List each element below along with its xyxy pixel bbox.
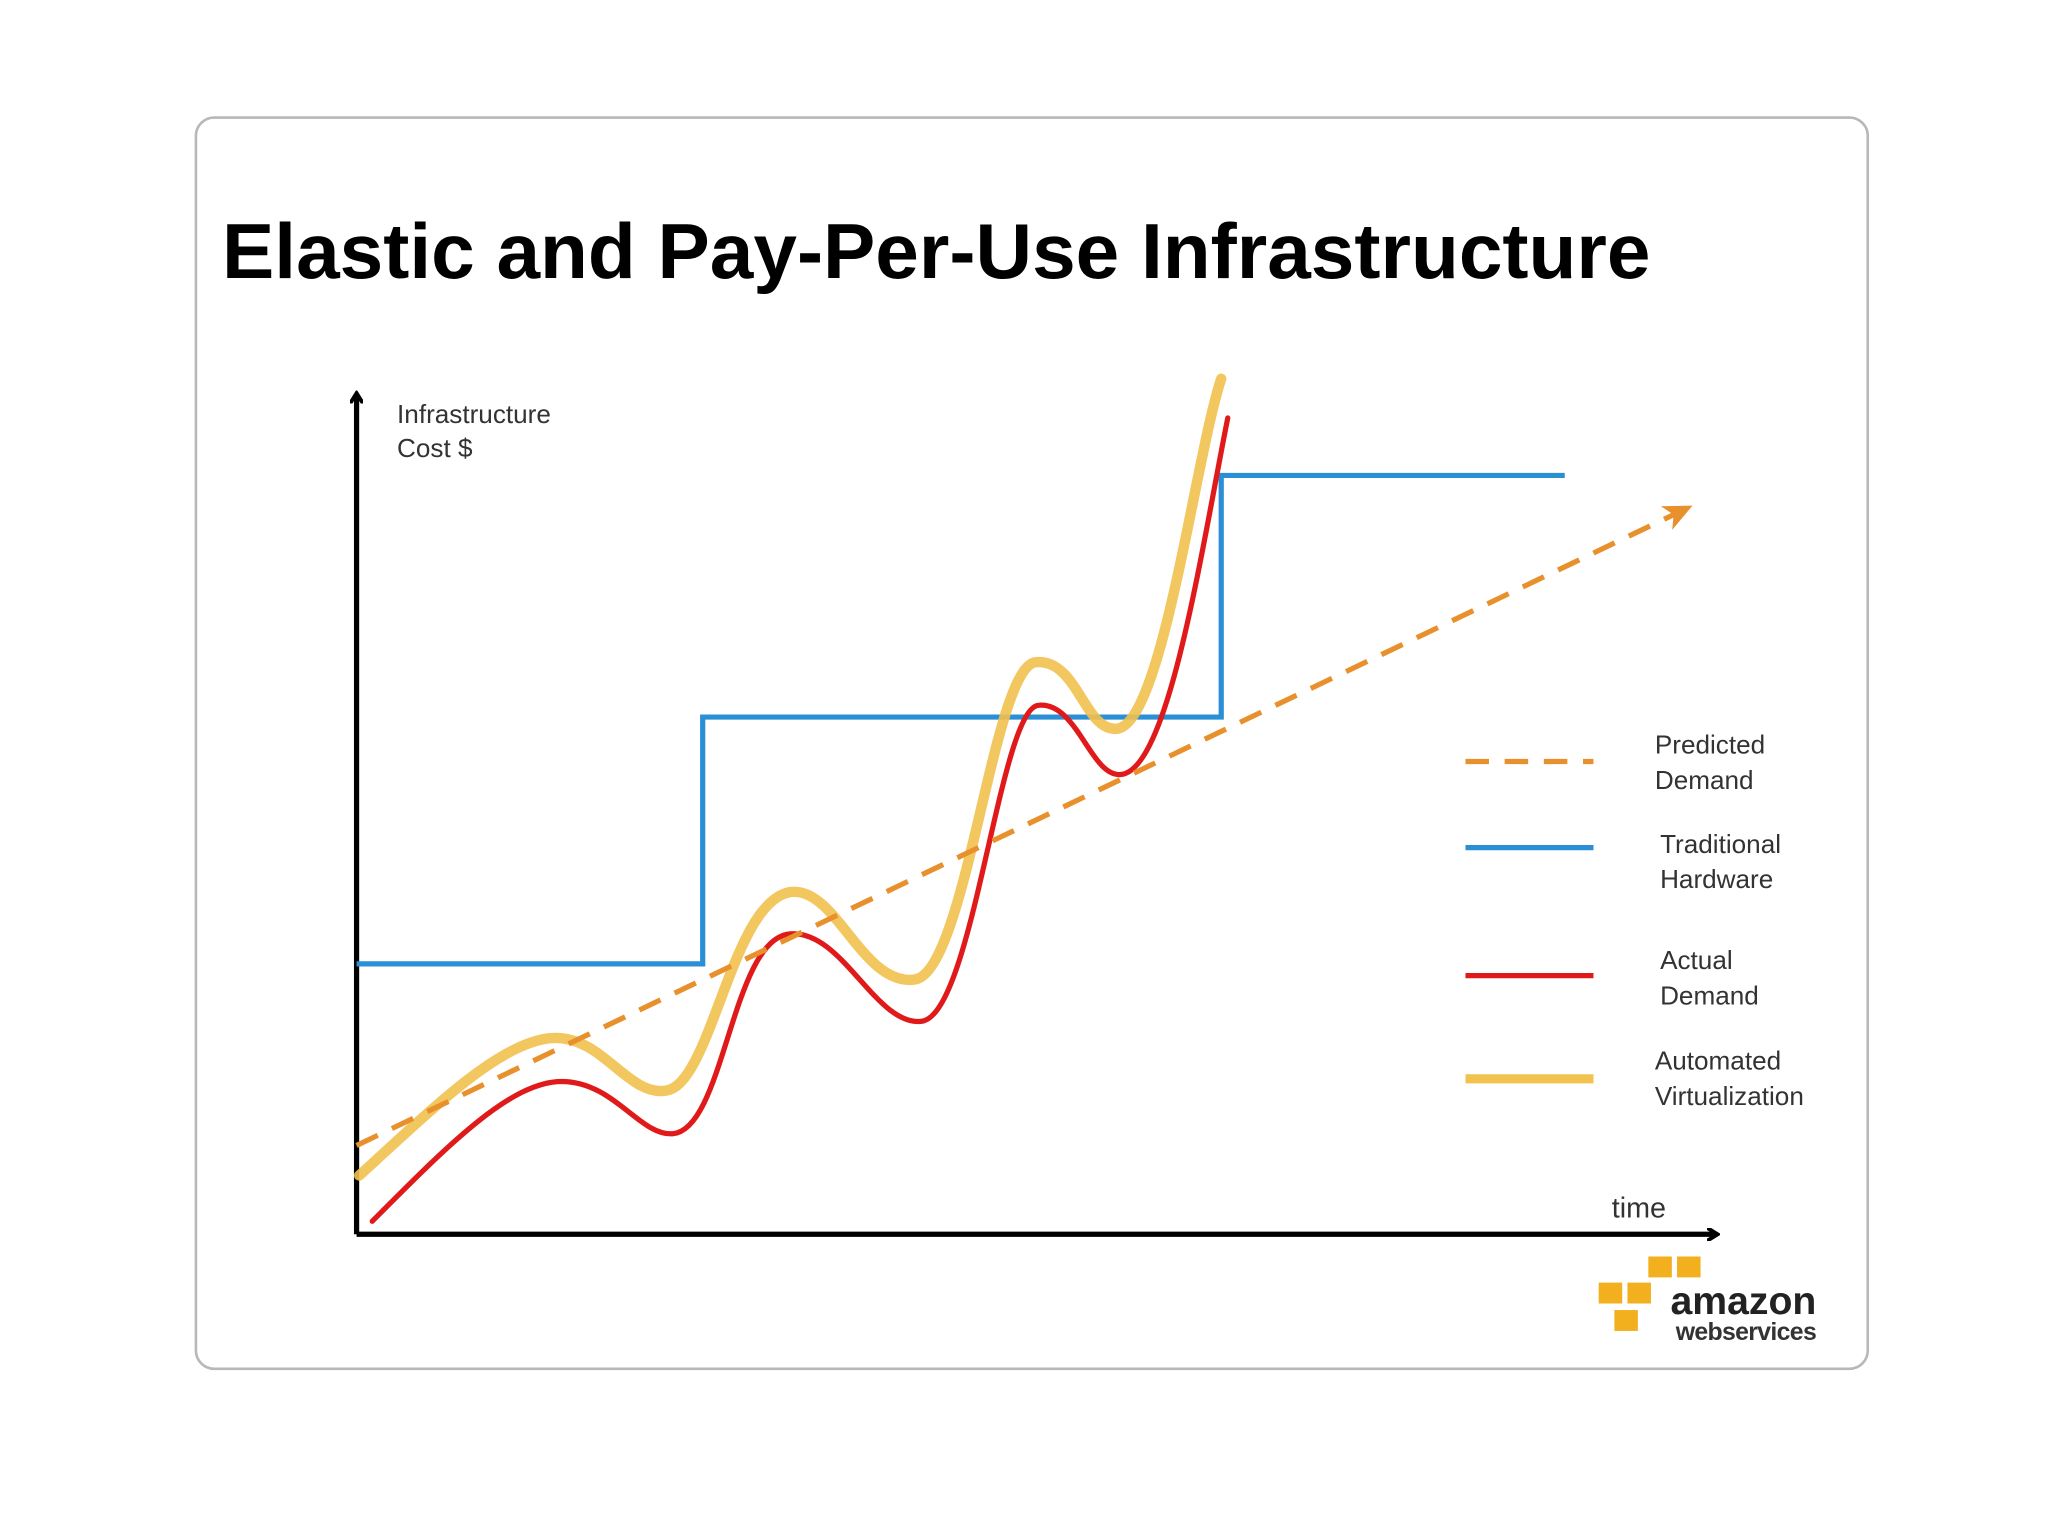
- legend-label: Demand: [1655, 765, 1754, 795]
- slide-frame: [194, 116, 1870, 1371]
- x-axis-label: time: [1612, 1192, 1666, 1224]
- traditional-hardware-line: [356, 472, 1565, 967]
- legend-label: Actual: [1660, 945, 1733, 975]
- legend-label: Demand: [1660, 980, 1759, 1010]
- y-axis-label: Infrastructure: [397, 399, 551, 429]
- y-axis-label: Cost $: [397, 433, 473, 463]
- logo-name: amazon: [1671, 1280, 1817, 1323]
- legend-label: Virtualization: [1655, 1081, 1804, 1111]
- legend-label: Predicted: [1655, 730, 1765, 760]
- aws-logo: [1598, 1256, 1701, 1331]
- legend-label: Hardware: [1660, 864, 1773, 894]
- predicted-demand-line: [355, 504, 1693, 1148]
- legend-label: Automated: [1655, 1046, 1781, 1076]
- logo-subtitle: webservices: [1675, 1319, 1816, 1346]
- title: Elastic and Pay-Per-Use Infrastructure: [222, 207, 1650, 295]
- actual-demand-line: [369, 415, 1231, 1224]
- legend-label: Traditional: [1660, 829, 1781, 859]
